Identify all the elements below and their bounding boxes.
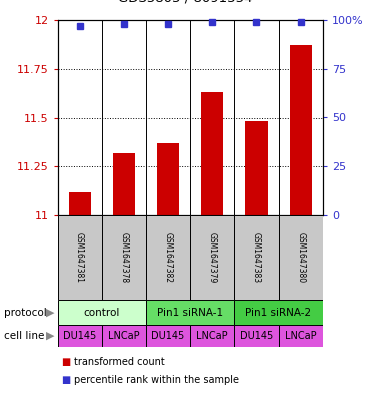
Bar	[102, 215, 146, 300]
Bar	[234, 325, 279, 347]
Text: GDS5805 / 8091354: GDS5805 / 8091354	[118, 0, 253, 4]
Text: percentile rank within the sample: percentile rank within the sample	[74, 375, 239, 385]
Text: LNCaP: LNCaP	[108, 331, 139, 341]
Text: ■: ■	[61, 357, 70, 367]
Bar	[279, 325, 323, 347]
Text: ▶: ▶	[46, 307, 54, 318]
Bar	[146, 325, 190, 347]
Text: ▶: ▶	[46, 331, 54, 341]
Bar	[157, 143, 179, 215]
Text: DU145: DU145	[63, 331, 96, 341]
Text: transformed count: transformed count	[74, 357, 165, 367]
Text: Pin1 siRNA-2: Pin1 siRNA-2	[246, 307, 312, 318]
Text: ■: ■	[61, 375, 70, 385]
Bar	[190, 325, 234, 347]
Text: LNCaP: LNCaP	[285, 331, 316, 341]
Text: cell line: cell line	[4, 331, 44, 341]
Bar	[245, 121, 267, 215]
Text: control: control	[83, 307, 120, 318]
Bar	[234, 300, 323, 325]
Text: GSM1647378: GSM1647378	[119, 232, 128, 283]
Bar	[146, 215, 190, 300]
Bar	[146, 300, 234, 325]
Text: Pin1 siRNA-1: Pin1 siRNA-1	[157, 307, 223, 318]
Text: protocol: protocol	[4, 307, 46, 318]
Bar	[190, 215, 234, 300]
Bar	[102, 325, 146, 347]
Text: GSM1647383: GSM1647383	[252, 232, 261, 283]
Text: GSM1647381: GSM1647381	[75, 232, 84, 283]
Bar	[69, 192, 91, 215]
Bar	[58, 300, 146, 325]
Bar	[290, 45, 312, 215]
Text: DU145: DU145	[240, 331, 273, 341]
Bar	[201, 92, 223, 215]
Text: GSM1647380: GSM1647380	[296, 232, 305, 283]
Bar	[58, 325, 102, 347]
Bar	[58, 215, 102, 300]
Bar	[279, 215, 323, 300]
Text: GSM1647379: GSM1647379	[208, 232, 217, 283]
Text: LNCaP: LNCaP	[196, 331, 228, 341]
Text: DU145: DU145	[151, 331, 185, 341]
Bar	[234, 215, 279, 300]
Bar	[113, 152, 135, 215]
Text: GSM1647382: GSM1647382	[164, 232, 173, 283]
